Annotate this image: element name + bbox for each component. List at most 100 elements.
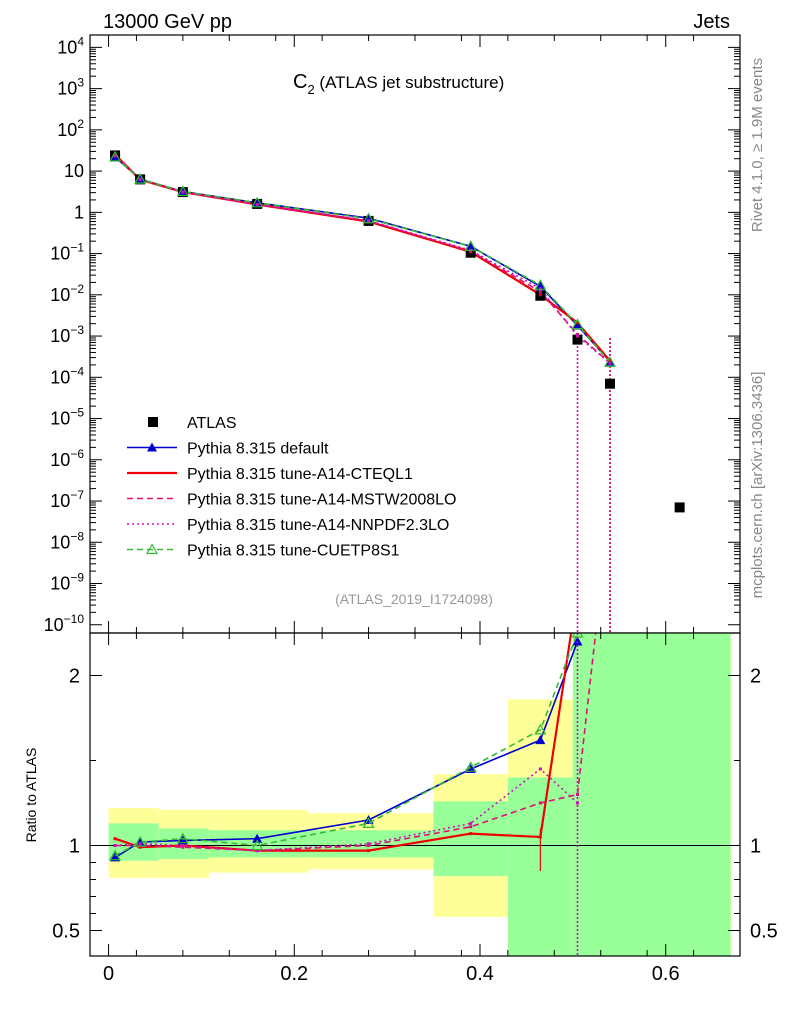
y-tick-label: 10−9	[50, 571, 84, 594]
ratio-point	[362, 817, 375, 829]
data-point	[251, 196, 264, 208]
data-point	[181, 190, 185, 194]
main-panel: 10−10 10−9 10−8 10−7 10−6 10−5 10−4 10−3 10−2 10−…	[44, 34, 741, 635]
data-point	[538, 290, 542, 294]
data-point	[535, 281, 546, 291]
y-tick-label: 1	[74, 202, 84, 222]
y-tick-label: 10−1	[50, 241, 84, 264]
y-tick-label: 10	[64, 161, 84, 181]
ratio-series-line	[114, 633, 579, 857]
ratio-point	[534, 723, 547, 735]
ratio-y-tick-label: 1	[69, 836, 80, 858]
ratio-point	[538, 767, 542, 771]
data-point	[176, 185, 189, 197]
series-line	[114, 153, 611, 362]
data-point	[608, 361, 612, 365]
ratio-point	[113, 837, 117, 841]
ratio-point	[538, 801, 542, 805]
data-point	[362, 212, 375, 224]
series-line	[114, 156, 611, 363]
data-point	[465, 241, 476, 251]
data-point	[363, 213, 374, 223]
header-right-label: Jets	[693, 11, 730, 33]
ratio-panel: 0.5 0.5 1 1 2 2 0 0.2 0.4 0.6 Ratio to ATLAS	[23, 632, 778, 985]
ratio-point	[138, 845, 142, 849]
ratio-point	[252, 833, 263, 843]
ratio-point	[181, 845, 185, 849]
y-tick-label: 10−2	[50, 282, 84, 305]
data-point	[138, 177, 142, 181]
legend-label: Pythia 8.315 tune-A14-CTEQL1	[187, 466, 413, 483]
ratio-y-tick-label-right: 1	[750, 836, 761, 858]
header-left-label: 13000 GeV pp	[103, 11, 232, 33]
ratio-point	[535, 735, 546, 745]
x-tick-label: 0	[103, 963, 114, 985]
ratio-point	[251, 839, 264, 851]
ratio-point	[181, 844, 185, 847]
ratio-y-tick-label-right: 2	[750, 666, 761, 688]
data-point	[576, 321, 579, 325]
ratio-point	[469, 821, 473, 825]
uncertainty-band-inner	[572, 633, 731, 956]
ratio-y-tick-label: 0.5	[52, 921, 80, 943]
data-point	[608, 359, 612, 363]
series-line	[114, 156, 611, 363]
legend: ATLAS Pythia 8.315 default Pythia 8.315 tu…	[127, 415, 456, 560]
ratio-point	[113, 844, 117, 847]
y-tick-label: 10−8	[50, 529, 84, 552]
mcplots-reference-label: mcplots.cern.ch [arXiv:1306.3436]	[749, 372, 766, 599]
y-tick-label: 10−5	[50, 406, 84, 429]
data-point	[538, 293, 542, 297]
series-line	[114, 155, 611, 364]
ratio-point	[176, 832, 189, 844]
data-point	[109, 150, 122, 162]
legend-marker	[147, 442, 157, 452]
ratio-point	[367, 844, 371, 847]
y-tick-label: 10−3	[50, 323, 84, 346]
data-point	[134, 172, 147, 184]
x-tick-label: 0.4	[466, 963, 494, 985]
data-point	[576, 334, 579, 338]
data-point	[572, 320, 583, 330]
data-point	[534, 279, 547, 290]
data-point	[603, 356, 617, 367]
ratio-y-tick-label: 2	[69, 666, 80, 688]
legend-marker	[145, 543, 159, 555]
y-tick-label: 103	[57, 76, 84, 99]
data-point	[464, 240, 477, 251]
y-tick-label: 10−6	[50, 447, 84, 470]
data-point	[113, 154, 117, 158]
ratio-point	[367, 849, 371, 853]
rivet-version-label: Rivet 4.1.0, ≥ 1.9M events	[749, 58, 766, 232]
data-point	[252, 197, 263, 207]
y-tick-label: 10−10	[44, 612, 85, 635]
legend-label: Pythia 8.315 tune-A14-NNPDF2.3LO	[187, 517, 449, 534]
ratio-series-line	[115, 767, 579, 852]
x-tick-label: 0.6	[652, 963, 680, 985]
ratio-y-axis-label: Ratio to ATLAS	[23, 748, 39, 843]
ratio-point	[255, 849, 259, 853]
ratio-point	[464, 761, 477, 772]
uncertainty-band-inner	[507, 777, 573, 956]
ratio-point	[367, 842, 371, 846]
ratio-point	[469, 825, 473, 829]
data-point	[674, 502, 685, 513]
ratio-point	[109, 849, 122, 861]
plot-title: C2 (ATLAS jet substructure)	[293, 71, 504, 97]
ratio-point	[138, 842, 142, 846]
series-line	[114, 154, 611, 364]
ratio-point	[469, 832, 473, 836]
data-point	[367, 219, 371, 223]
legend-marker	[148, 417, 158, 427]
data-point	[571, 318, 584, 330]
legend-label: ATLAS	[187, 415, 237, 432]
data-point	[255, 202, 259, 206]
x-tick-label: 0.2	[280, 963, 308, 985]
data-point	[605, 378, 615, 389]
ratio-y-tick-label-right: 0.5	[750, 921, 778, 943]
y-tick-label: 104	[57, 34, 84, 57]
y-tick-label: 102	[57, 117, 84, 140]
analysis-id-label: (ATLAS_2019_I1724098)	[335, 591, 493, 607]
data-point	[576, 332, 579, 336]
